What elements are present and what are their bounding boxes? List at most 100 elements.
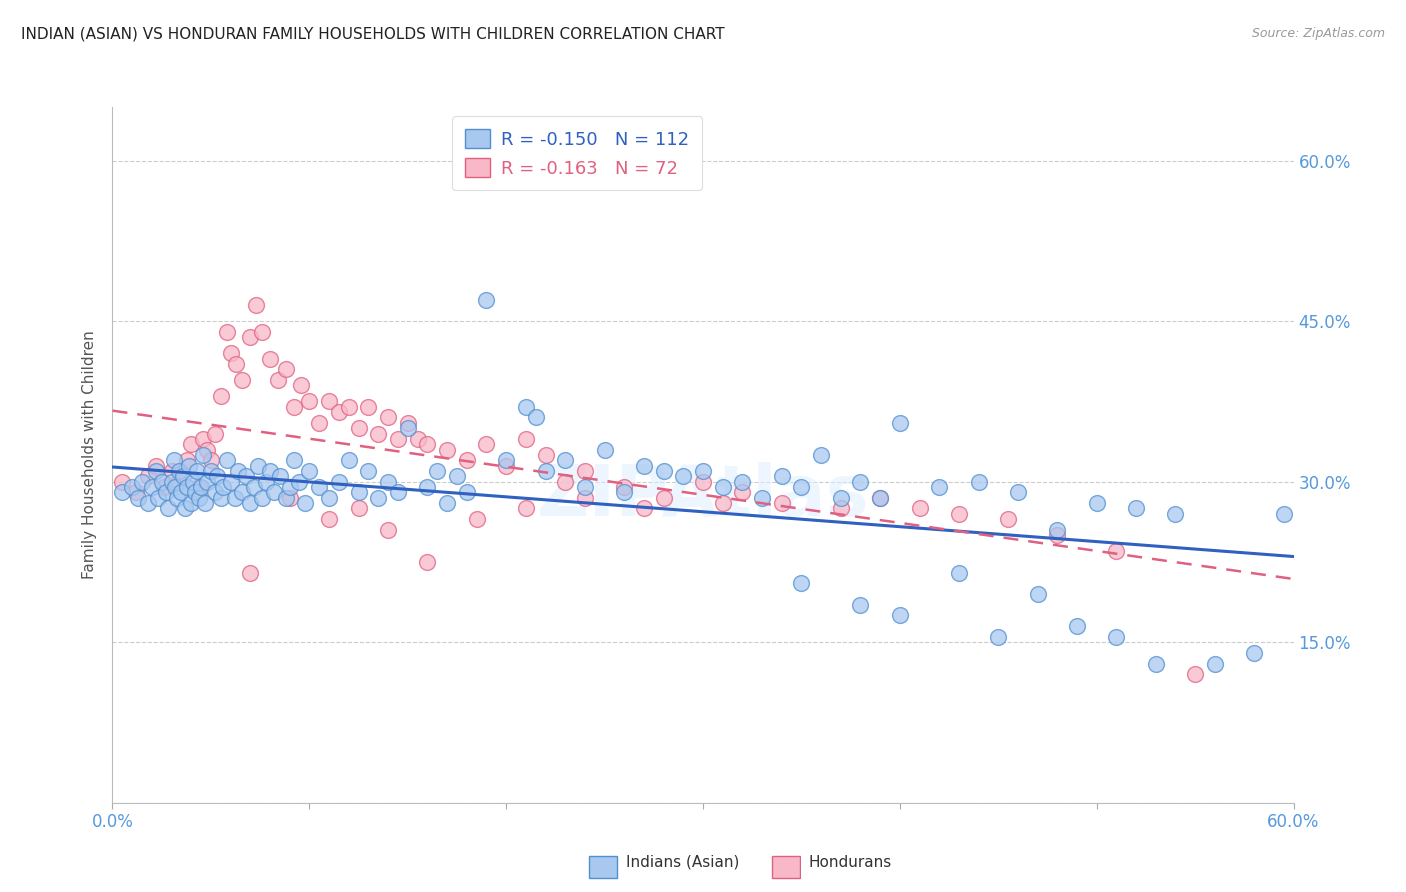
Point xyxy=(191,432,214,446)
Point xyxy=(200,464,222,478)
Point xyxy=(228,464,250,478)
Point xyxy=(150,475,173,489)
Bar xyxy=(772,855,800,879)
Point xyxy=(869,491,891,505)
Point xyxy=(731,485,754,500)
Point xyxy=(215,453,238,467)
Point xyxy=(534,464,557,478)
Point xyxy=(186,464,208,478)
Point xyxy=(308,416,330,430)
Point xyxy=(534,448,557,462)
Point xyxy=(250,491,273,505)
Point xyxy=(231,373,253,387)
Point xyxy=(889,608,911,623)
Point xyxy=(495,458,517,473)
Point xyxy=(209,491,232,505)
Point xyxy=(318,394,340,409)
Point xyxy=(1164,507,1187,521)
Point xyxy=(169,475,191,489)
Point xyxy=(465,512,488,526)
Point xyxy=(446,469,468,483)
Point xyxy=(574,464,596,478)
Point xyxy=(224,491,246,505)
Point xyxy=(318,491,340,505)
Point xyxy=(1204,657,1226,671)
Point xyxy=(250,325,273,339)
Point xyxy=(235,469,257,483)
Point xyxy=(141,480,163,494)
Point xyxy=(387,485,409,500)
Point xyxy=(294,496,316,510)
Point xyxy=(162,453,184,467)
Point xyxy=(243,480,266,494)
Point xyxy=(169,464,191,478)
Point xyxy=(416,480,439,494)
Point xyxy=(869,491,891,505)
Point xyxy=(711,480,734,494)
Point xyxy=(849,598,872,612)
Point xyxy=(205,469,228,483)
Point xyxy=(160,475,183,489)
Point xyxy=(278,480,301,494)
Point xyxy=(751,491,773,505)
Point xyxy=(219,475,242,489)
Point xyxy=(1125,501,1147,516)
Point xyxy=(652,464,675,478)
Point xyxy=(367,491,389,505)
Point xyxy=(456,485,478,500)
Point xyxy=(184,485,207,500)
Point xyxy=(416,555,439,569)
Point xyxy=(1066,619,1088,633)
Point xyxy=(176,480,198,494)
Y-axis label: Family Households with Children: Family Households with Children xyxy=(82,331,97,579)
Point xyxy=(188,480,211,494)
Point xyxy=(170,485,193,500)
Point xyxy=(278,491,301,505)
Point xyxy=(770,469,793,483)
Point xyxy=(426,464,449,478)
Point xyxy=(165,480,187,494)
Point xyxy=(211,480,233,494)
Point xyxy=(225,357,247,371)
Point xyxy=(948,566,970,580)
Point xyxy=(790,576,813,591)
Point xyxy=(239,330,262,344)
Point xyxy=(672,469,695,483)
Point xyxy=(810,448,832,462)
Point xyxy=(416,437,439,451)
Point xyxy=(1026,587,1049,601)
Point xyxy=(180,437,202,451)
Point xyxy=(347,501,370,516)
Point xyxy=(515,501,537,516)
Point xyxy=(1144,657,1167,671)
Point xyxy=(191,448,214,462)
Point xyxy=(347,485,370,500)
Point xyxy=(131,475,153,489)
Point xyxy=(298,394,321,409)
Point xyxy=(337,400,360,414)
Point xyxy=(711,496,734,510)
Text: Indians (Asian): Indians (Asian) xyxy=(626,855,740,870)
Point xyxy=(204,485,226,500)
Point xyxy=(181,475,204,489)
Point xyxy=(245,298,267,312)
Point xyxy=(111,485,134,500)
Point xyxy=(908,501,931,516)
Point xyxy=(259,464,281,478)
Point xyxy=(692,475,714,489)
Point xyxy=(613,485,636,500)
Point xyxy=(574,491,596,505)
Point xyxy=(239,496,262,510)
Point xyxy=(145,464,167,478)
Point xyxy=(166,491,188,505)
Point xyxy=(524,410,547,425)
Point xyxy=(593,442,616,457)
Point xyxy=(406,432,429,446)
Point xyxy=(288,475,311,489)
Point xyxy=(436,442,458,457)
Point xyxy=(231,485,253,500)
Point xyxy=(1105,544,1128,558)
Point xyxy=(290,378,312,392)
Point xyxy=(195,475,218,489)
Text: Hondurans: Hondurans xyxy=(808,855,891,870)
